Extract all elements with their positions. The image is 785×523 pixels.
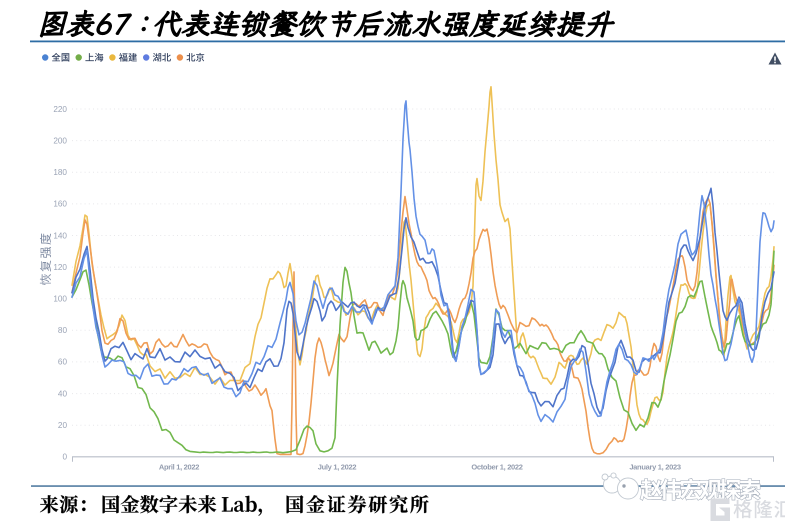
- svg-text:200: 200: [53, 136, 67, 145]
- svg-text:120: 120: [53, 263, 67, 272]
- svg-text:October 1, 2022: October 1, 2022: [471, 463, 522, 472]
- svg-text:60: 60: [58, 358, 68, 367]
- svg-text:160: 160: [53, 200, 67, 209]
- svg-text:180: 180: [53, 168, 67, 177]
- svg-text:40: 40: [58, 389, 68, 398]
- svg-text:220: 220: [53, 105, 67, 114]
- svg-text:April 1, 2022: April 1, 2022: [159, 463, 199, 472]
- svg-text:January 1, 2023: January 1, 2023: [629, 463, 681, 472]
- svg-text:140: 140: [53, 231, 67, 240]
- svg-text:July 1, 2022: July 1, 2022: [318, 463, 357, 472]
- svg-text:20: 20: [58, 421, 68, 430]
- svg-text:0: 0: [62, 453, 67, 462]
- svg-text:80: 80: [58, 326, 68, 335]
- svg-text:100: 100: [53, 295, 67, 304]
